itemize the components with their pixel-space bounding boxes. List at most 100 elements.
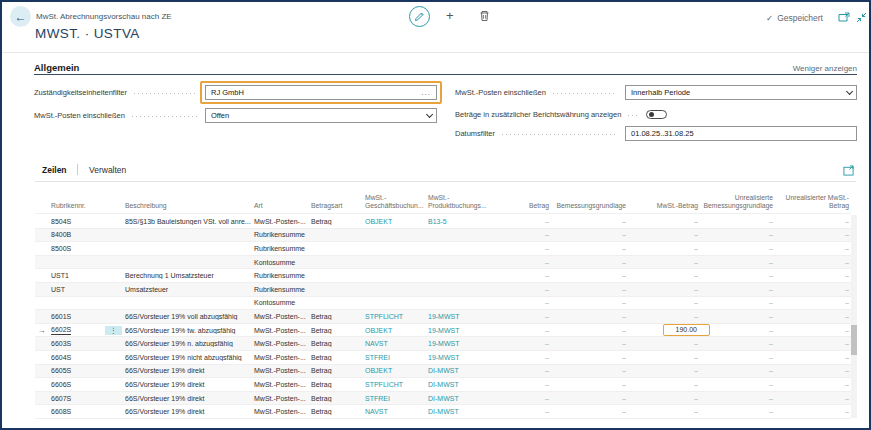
- tab-zeilen[interactable]: Zeilen: [42, 165, 67, 175]
- table-row[interactable]: 6603S66S/Vorsteuer 19% n. abzugsfähigMwS…: [35, 337, 851, 351]
- breadcrumb[interactable]: MwSt. Abrechnungsvorschau nach ZE: [36, 12, 172, 21]
- open-window-button[interactable]: [838, 12, 850, 22]
- cell-geschaeftsbuchung[interactable]: NAVST: [362, 408, 425, 415]
- cell-betrag: –: [503, 245, 551, 252]
- cell-geschaeftsbuchung[interactable]: OBJEKT: [362, 218, 425, 225]
- table-row[interactable]: 6601S66S/Vorsteuer 19% voll abzugsfähigM…: [35, 310, 851, 324]
- column-header[interactable]: MwSt.- Geschäftsbuchun...: [362, 194, 425, 210]
- cell-bemessungsgrundlage: –: [551, 313, 628, 320]
- cell-bemessungsgrundlage: –: [551, 327, 628, 334]
- cell-unreal-mwst-betrag: –: [775, 245, 851, 252]
- cell-mwst-betrag: –: [628, 381, 700, 388]
- delete-button[interactable]: [479, 10, 490, 22]
- row-menu-icon[interactable]: ⋮: [105, 326, 122, 335]
- column-header[interactable]: Bemessungsgrundlage: [551, 202, 628, 210]
- berichtswaehrung-toggle[interactable]: [646, 110, 667, 120]
- table-row[interactable]: 6604S66S/Vorsteuer 19% nicht abzugsfähig…: [35, 351, 851, 365]
- cell-produktbuchung[interactable]: DI-MWST: [425, 408, 503, 415]
- table-body: 8504S85S/§13b Bauleistungen VSt. voll an…: [35, 215, 851, 419]
- dotted-leader: [553, 93, 617, 94]
- selected-row-id[interactable]: 6602S: [51, 326, 71, 335]
- dotted-leader: [132, 116, 197, 117]
- column-header[interactable]: Beschreibung: [122, 202, 251, 210]
- column-header[interactable]: Betrag: [503, 202, 551, 210]
- cell-betragsart: Betrag: [308, 313, 362, 320]
- add-button[interactable]: +: [446, 8, 454, 23]
- table-row[interactable]: 6608S66S/Vorsteuer 19% direktMwSt.-Poste…: [35, 405, 851, 419]
- table-row[interactable]: USTUmsatzsteuerRubrikensumme–––––: [35, 283, 851, 297]
- column-header[interactable]: Art: [251, 202, 308, 210]
- cell-unreal-bemessungsgrundlage: –: [700, 354, 775, 361]
- column-header[interactable]: Rubrikennr.: [48, 202, 105, 210]
- back-button[interactable]: ←: [10, 6, 31, 27]
- cell-rubrik: 6601S: [48, 313, 105, 320]
- scrollbar-track[interactable]: [851, 215, 857, 418]
- expand-grid-icon: [843, 165, 854, 176]
- table-row[interactable]: Kontosumme–––––: [35, 256, 851, 270]
- edit-button[interactable]: [409, 6, 430, 27]
- pencil-icon: [414, 11, 425, 22]
- cell-geschaeftsbuchung[interactable]: OBJEKT: [362, 327, 425, 334]
- cell-produktbuchung[interactable]: DI-MWST: [425, 381, 503, 388]
- cell-unreal-mwst-betrag: –: [775, 381, 851, 388]
- cell-unreal-mwst-betrag: –: [775, 367, 851, 374]
- cell-produktbuchung[interactable]: 19-MWST: [425, 313, 503, 320]
- cell-bemessungsgrundlage: –: [551, 381, 628, 388]
- table-row[interactable]: 8400BRubrikensumme–––––: [35, 229, 851, 243]
- cell-unreal-bemessungsgrundlage: –: [700, 231, 775, 238]
- column-header[interactable]: MwSt.- Produktbuchungs...: [425, 194, 503, 210]
- cell-produktbuchung[interactable]: 19-MWST: [425, 340, 503, 347]
- cell-produktbuchung[interactable]: B13-5: [425, 218, 503, 225]
- show-less-link[interactable]: Weniger anzeigen: [793, 64, 857, 73]
- cell-betrag: –: [503, 299, 551, 306]
- table-row[interactable]: 8504S85S/§13b Bauleistungen VSt. voll an…: [35, 215, 851, 229]
- table-row[interactable]: 6606S66S/Vorsteuer 19% direktMwSt.-Poste…: [35, 378, 851, 392]
- cell-rubrik: 6608S: [48, 408, 105, 415]
- cell-bemessungsgrundlage: –: [551, 395, 628, 402]
- table-header-row: Rubrikennr.BeschreibungArtBetragsartMwSt…: [35, 186, 851, 214]
- column-header[interactable]: Unrealisierte Bemessungsgrundlage: [700, 194, 775, 210]
- focus-mode-button[interactable]: [843, 165, 854, 176]
- cell-art: MwSt.-Posten-...: [251, 327, 308, 334]
- mwst-posten-select[interactable]: Offen: [205, 108, 437, 123]
- cell-geschaeftsbuchung[interactable]: STFREI: [362, 395, 425, 402]
- cell-betragsart: Betrag: [308, 381, 362, 388]
- table-row[interactable]: 6605S66S/Vorsteuer 19% direktMwSt.-Poste…: [35, 365, 851, 379]
- cell-unreal-bemessungsgrundlage: –: [700, 327, 775, 334]
- collapse-arrows-icon: [856, 12, 867, 23]
- table-row[interactable]: 6607S66S/Vorsteuer 19% direktMwSt.-Poste…: [35, 392, 851, 406]
- cell-beschreibung: Berechnung 1 Umsatzsteuer: [122, 272, 251, 279]
- cell-bemessungsgrundlage: –: [551, 259, 628, 266]
- table-row[interactable]: Kontosumme–––––: [35, 297, 851, 311]
- cell-produktbuchung[interactable]: DI-MWST: [425, 367, 503, 374]
- cell-rubrik: 8504S: [48, 218, 105, 225]
- collapse-button[interactable]: [856, 12, 867, 23]
- table-row[interactable]: 8500SRubrikensumme–––––: [35, 242, 851, 256]
- cell-betrag: –: [503, 381, 551, 388]
- column-header[interactable]: MwSt.-Betrag: [628, 202, 700, 210]
- cell-produktbuchung[interactable]: 19-MWST: [425, 354, 503, 361]
- field-label: Datumsfilter: [455, 129, 495, 138]
- cell-art: Rubrikensumme: [251, 286, 308, 293]
- cell-unreal-bemessungsgrundlage: –: [700, 272, 775, 279]
- tab-verwalten[interactable]: Verwalten: [89, 165, 126, 175]
- section-title-allgemein[interactable]: Allgemein: [34, 62, 79, 73]
- cell-produktbuchung[interactable]: 19-MWST: [425, 327, 503, 334]
- datumsfilter-input[interactable]: 01.08.25..31.08.25: [625, 126, 857, 141]
- cell-geschaeftsbuchung[interactable]: STPFLICHT: [362, 381, 425, 388]
- cell-rubrik: UST: [48, 286, 105, 293]
- cell-betrag: –: [503, 327, 551, 334]
- cell-geschaeftsbuchung[interactable]: STFREI: [362, 354, 425, 361]
- column-header[interactable]: Betragsart: [308, 202, 362, 210]
- table-row-selected[interactable]: →6602S⋮66S/Vorsteuer 19% tw. abzugsfähig…: [35, 324, 851, 338]
- cell-geschaeftsbuchung[interactable]: NAVST: [362, 340, 425, 347]
- table-row[interactable]: UST1Berechnung 1 UmsatzsteuerRubrikensum…: [35, 269, 851, 283]
- cell-unreal-mwst-betrag: –: [775, 408, 851, 415]
- cell-betrag: –: [503, 286, 551, 293]
- scrollbar-thumb[interactable]: [851, 325, 857, 355]
- periode-select[interactable]: Innerhalb Periode: [625, 85, 857, 100]
- cell-geschaeftsbuchung[interactable]: STPFLICHT: [362, 313, 425, 320]
- cell-geschaeftsbuchung[interactable]: OBJEKT: [362, 367, 425, 374]
- cell-produktbuchung[interactable]: DI-MWST: [425, 395, 503, 402]
- column-header[interactable]: Unrealisierter MwSt.- Betrag: [775, 194, 851, 210]
